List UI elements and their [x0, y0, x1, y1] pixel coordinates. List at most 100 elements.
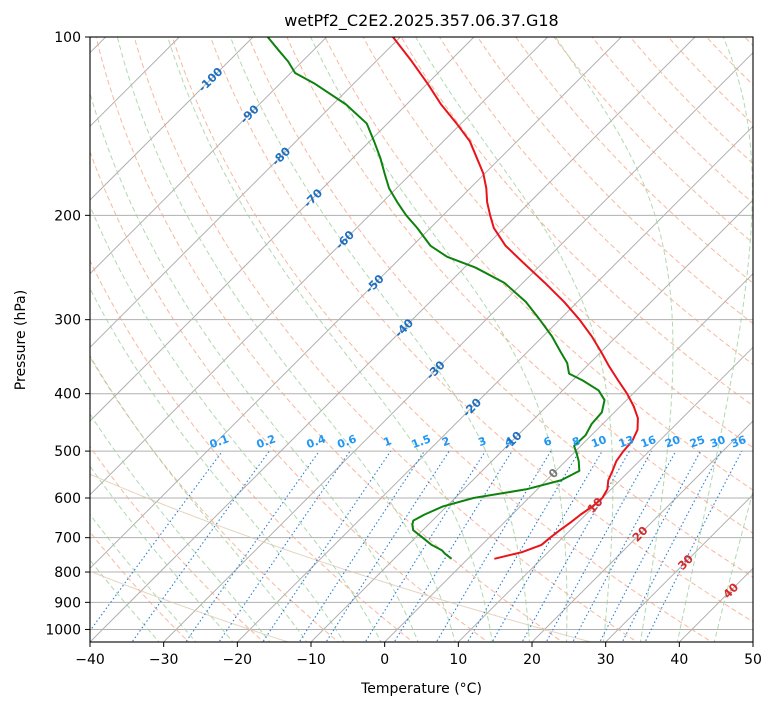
y-tick-label: 100 [54, 30, 81, 46]
mixing-ratio-label: 0.6 [336, 432, 359, 451]
isotherm-line [604, 493, 753, 642]
moist-adiabat-line [116, 37, 456, 642]
mixing-ratio-line [364, 450, 486, 642]
x-tick-label: −10 [296, 652, 326, 668]
moist-adiabat-line [90, 559, 160, 642]
dry-adiabat-line [171, 37, 713, 642]
plot-frame [89, 36, 754, 643]
mixing-ratio-label: 13 [617, 433, 636, 450]
y-tick-label: 300 [54, 313, 81, 329]
dry-adiabat-line [286, 37, 753, 534]
y-tick-label: 800 [54, 565, 81, 581]
moist-adiabat-line [310, 37, 568, 642]
dry-adiabat-line [95, 37, 564, 642]
y-tick-label: 700 [54, 531, 81, 547]
mixing-ratio-label: 1.5 [410, 432, 433, 451]
x-tick-label: 20 [523, 652, 541, 668]
isotherm-line [90, 37, 696, 642]
mixing-ratio-line [466, 450, 580, 642]
y-tick-label: 600 [54, 491, 81, 507]
mixing-ratio-line [599, 450, 702, 642]
background-lines [90, 37, 753, 642]
x-tick-label: 30 [597, 652, 615, 668]
mixing-ratio-label: 25 [688, 433, 707, 450]
isotherm-line [90, 37, 475, 422]
moist-adiabat-line [415, 37, 614, 642]
moist-adiabat-line [713, 489, 753, 642]
moist-adiabat-line [90, 287, 345, 642]
mixing-ratio-label: 6 [542, 434, 554, 449]
mixing-ratio-label: 0.4 [305, 432, 328, 451]
y-tick-label: 1000 [45, 622, 81, 638]
mixing-ratio-label: 36 [729, 433, 748, 451]
mixing-ratio-label: 16 [639, 433, 658, 451]
mixing-ratio-label: 20 [663, 433, 682, 451]
isotherm-line [90, 37, 402, 349]
mixing-ratio-line [298, 450, 425, 642]
mixing-ratio-label: 0.2 [255, 432, 278, 451]
mixing-ratio-label: 8 [570, 434, 582, 449]
isotherm-line [90, 37, 181, 128]
x-tick-label: 0 [380, 652, 389, 668]
dewpoint-trace [266, 37, 606, 560]
mixing-ratio-line [621, 450, 722, 642]
isotherm-line [531, 420, 753, 642]
chart-title: wetPf2_C2E2.2025.357.06.37.G18 [284, 11, 558, 31]
mixing-ratio-line [393, 450, 513, 642]
dry-adiabat-line [90, 150, 489, 642]
mixing-ratio-label: 30 [708, 433, 727, 451]
mixing-ratio-label: 10 [590, 433, 609, 451]
x-tick-label: −20 [223, 652, 253, 668]
temperature-trace [392, 37, 639, 560]
mixing-ratio-line [218, 450, 351, 642]
x-tick-label: −40 [75, 652, 105, 668]
axes: −40 −30 −20 −10 0 10 20 30 40 5010020030040050060… [45, 30, 762, 668]
dry-adiabat-line [362, 37, 753, 449]
moist-adiabat-line [90, 354, 308, 642]
isotherm-line [383, 272, 753, 642]
mixing-ratio-label: 1 [382, 434, 394, 449]
x-tick-label: 50 [744, 652, 762, 668]
isotherm-line [236, 125, 753, 642]
mixing-ratio-line [185, 450, 320, 642]
mixing-ratio-line [262, 450, 392, 642]
y-tick-label: 500 [54, 444, 81, 460]
y-tick-label: 200 [54, 208, 81, 224]
moist-adiabat-line [167, 37, 493, 642]
moist-adiabat-line [554, 37, 674, 642]
y-axis-label: Pressure (hPa) [13, 290, 29, 390]
dry-adiabat-line [90, 259, 414, 642]
dry-adiabat-line [209, 37, 753, 623]
mixing-ratio-line [572, 450, 677, 642]
dry-adiabat-line [90, 531, 190, 642]
moist-adiabat-line [229, 37, 530, 642]
moist-adiabat-line [90, 413, 271, 642]
x-tick-label: 10 [449, 652, 467, 668]
mixing-ratio-label: 2 [440, 434, 452, 449]
mixing-ratio-label: 4 [503, 434, 515, 449]
sounding-traces [266, 37, 639, 560]
mixing-ratio-line [90, 450, 223, 632]
reference-curve-line [90, 570, 290, 642]
dry-adiabat-line [133, 37, 638, 642]
mixing-ratio-label: 3 [476, 434, 488, 449]
isotherm-line [90, 37, 328, 275]
dry-adiabat-line [90, 356, 339, 642]
isotherm-line [90, 37, 254, 201]
x-axis-label: Temperature (°C) [360, 681, 482, 697]
dry-adiabat-line [248, 37, 753, 578]
y-tick-label: 900 [54, 595, 81, 611]
moist-adiabat-line [90, 513, 197, 642]
reference-curve-line [90, 473, 593, 642]
dry-adiabat-line [438, 37, 753, 366]
isotherm-line [90, 37, 623, 570]
isotherm-line [310, 199, 753, 642]
moist-adiabat-line [90, 91, 419, 642]
moist-adiabat-line [676, 37, 753, 642]
x-tick-label: 40 [670, 652, 688, 668]
y-tick-label: 400 [54, 387, 81, 403]
mixing-ratio-label: 0.1 [208, 432, 231, 451]
